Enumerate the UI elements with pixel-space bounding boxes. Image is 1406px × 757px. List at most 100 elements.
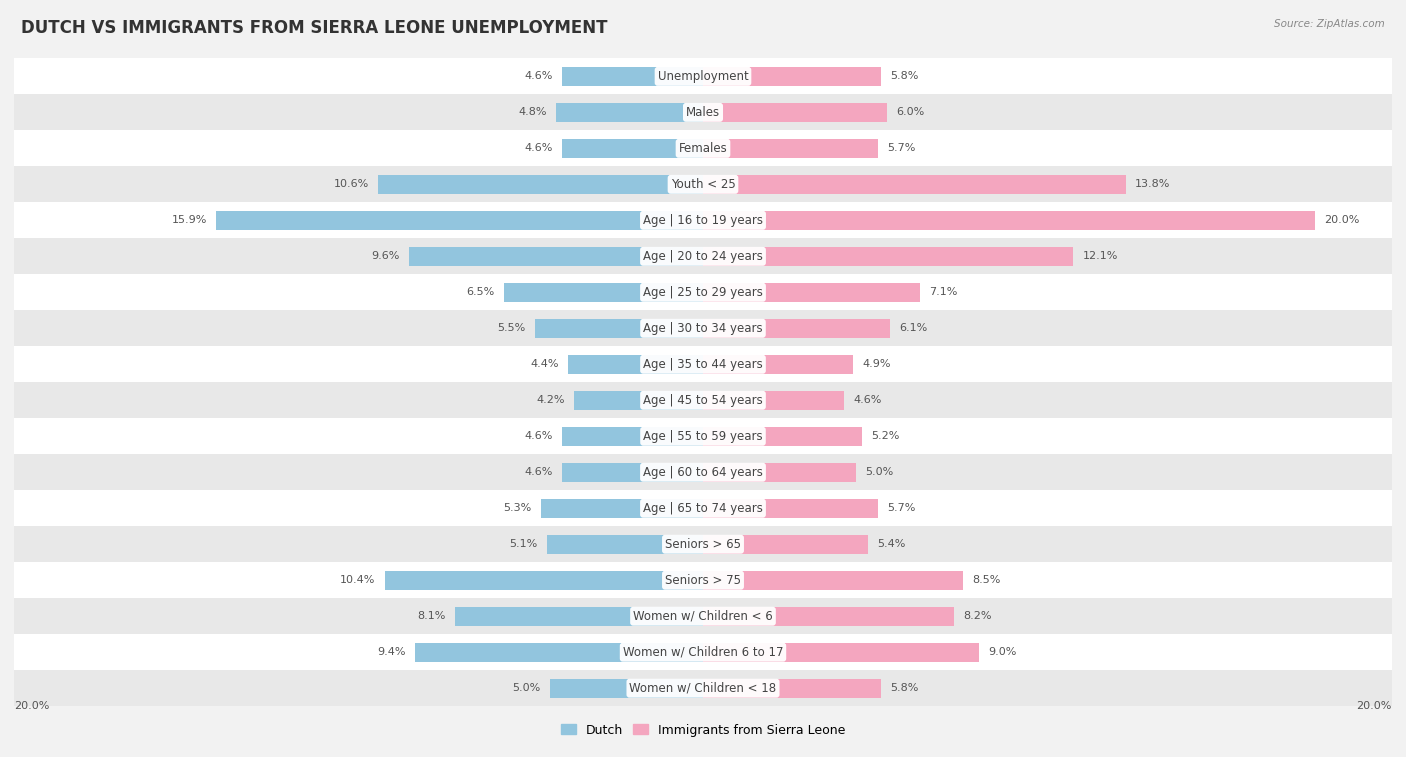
Bar [703, 463, 856, 481]
Text: 6.1%: 6.1% [898, 323, 927, 333]
Text: 4.8%: 4.8% [519, 107, 547, 117]
Text: 4.2%: 4.2% [537, 395, 565, 405]
Text: 5.0%: 5.0% [512, 683, 541, 693]
Text: 5.5%: 5.5% [498, 323, 526, 333]
Bar [456, 607, 703, 625]
Text: 5.1%: 5.1% [509, 539, 537, 550]
Text: 4.6%: 4.6% [524, 431, 553, 441]
Text: 5.7%: 5.7% [887, 503, 915, 513]
Text: 10.6%: 10.6% [335, 179, 370, 189]
Text: 13.8%: 13.8% [1135, 179, 1170, 189]
Text: 8.2%: 8.2% [963, 611, 991, 621]
Bar [703, 247, 1074, 266]
Bar [0, 202, 1406, 238]
Bar [0, 382, 1406, 419]
Bar [703, 67, 880, 86]
Text: 5.3%: 5.3% [503, 503, 531, 513]
Bar [703, 175, 1126, 194]
Text: Age | 65 to 74 years: Age | 65 to 74 years [643, 502, 763, 515]
Bar [703, 103, 887, 122]
Bar [568, 355, 703, 374]
Bar [562, 427, 703, 446]
Text: 20.0%: 20.0% [14, 700, 49, 711]
Bar [0, 167, 1406, 202]
Text: 9.6%: 9.6% [371, 251, 399, 261]
Bar [0, 526, 1406, 562]
Bar [0, 310, 1406, 346]
Bar [703, 391, 844, 410]
Text: 6.0%: 6.0% [896, 107, 924, 117]
Bar [0, 130, 1406, 167]
Bar [703, 139, 877, 157]
Text: Women w/ Children 6 to 17: Women w/ Children 6 to 17 [623, 646, 783, 659]
Text: 4.4%: 4.4% [530, 360, 560, 369]
Bar [0, 491, 1406, 526]
Text: Age | 45 to 54 years: Age | 45 to 54 years [643, 394, 763, 407]
Text: Age | 20 to 24 years: Age | 20 to 24 years [643, 250, 763, 263]
Bar [703, 679, 880, 697]
Text: 4.6%: 4.6% [853, 395, 882, 405]
Bar [0, 454, 1406, 491]
Text: 5.4%: 5.4% [877, 539, 905, 550]
Text: 20.0%: 20.0% [1357, 700, 1392, 711]
Bar [703, 643, 979, 662]
Text: Age | 35 to 44 years: Age | 35 to 44 years [643, 358, 763, 371]
Bar [385, 571, 703, 590]
Text: Youth < 25: Youth < 25 [671, 178, 735, 191]
Text: Unemployment: Unemployment [658, 70, 748, 83]
Text: 8.1%: 8.1% [418, 611, 446, 621]
Text: 5.0%: 5.0% [865, 467, 894, 477]
Bar [703, 607, 955, 625]
Text: 8.5%: 8.5% [973, 575, 1001, 585]
Text: 4.6%: 4.6% [524, 71, 553, 82]
Bar [703, 211, 1316, 229]
Bar [703, 571, 963, 590]
Bar [217, 211, 703, 229]
Bar [550, 679, 703, 697]
Bar [415, 643, 703, 662]
Bar [562, 67, 703, 86]
Bar [0, 634, 1406, 670]
Bar [555, 103, 703, 122]
Text: 20.0%: 20.0% [1324, 215, 1360, 226]
Bar [0, 419, 1406, 454]
Text: 10.4%: 10.4% [340, 575, 375, 585]
Bar [0, 238, 1406, 274]
Text: 5.8%: 5.8% [890, 71, 918, 82]
Text: 4.6%: 4.6% [524, 143, 553, 154]
Bar [378, 175, 703, 194]
Text: Women w/ Children < 6: Women w/ Children < 6 [633, 609, 773, 623]
Text: Seniors > 65: Seniors > 65 [665, 537, 741, 551]
Bar [703, 319, 890, 338]
Bar [0, 562, 1406, 598]
Text: Age | 30 to 34 years: Age | 30 to 34 years [643, 322, 763, 335]
Text: Source: ZipAtlas.com: Source: ZipAtlas.com [1274, 19, 1385, 29]
Bar [534, 319, 703, 338]
Text: 4.9%: 4.9% [862, 360, 891, 369]
Text: 7.1%: 7.1% [929, 288, 957, 298]
Bar [503, 283, 703, 302]
Text: 6.5%: 6.5% [467, 288, 495, 298]
Text: Age | 16 to 19 years: Age | 16 to 19 years [643, 213, 763, 227]
Bar [703, 427, 862, 446]
Text: DUTCH VS IMMIGRANTS FROM SIERRA LEONE UNEMPLOYMENT: DUTCH VS IMMIGRANTS FROM SIERRA LEONE UN… [21, 19, 607, 37]
Text: Seniors > 75: Seniors > 75 [665, 574, 741, 587]
Text: Age | 25 to 29 years: Age | 25 to 29 years [643, 286, 763, 299]
Bar [703, 283, 921, 302]
Bar [0, 274, 1406, 310]
Bar [541, 499, 703, 518]
Bar [409, 247, 703, 266]
Bar [703, 499, 877, 518]
Legend: Dutch, Immigrants from Sierra Leone: Dutch, Immigrants from Sierra Leone [555, 718, 851, 742]
Text: 5.8%: 5.8% [890, 683, 918, 693]
Bar [575, 391, 703, 410]
Bar [0, 670, 1406, 706]
Bar [0, 95, 1406, 130]
Text: 12.1%: 12.1% [1083, 251, 1118, 261]
Bar [562, 463, 703, 481]
Text: 5.7%: 5.7% [887, 143, 915, 154]
Bar [547, 535, 703, 553]
Bar [703, 355, 853, 374]
Text: 4.6%: 4.6% [524, 467, 553, 477]
Bar [562, 139, 703, 157]
